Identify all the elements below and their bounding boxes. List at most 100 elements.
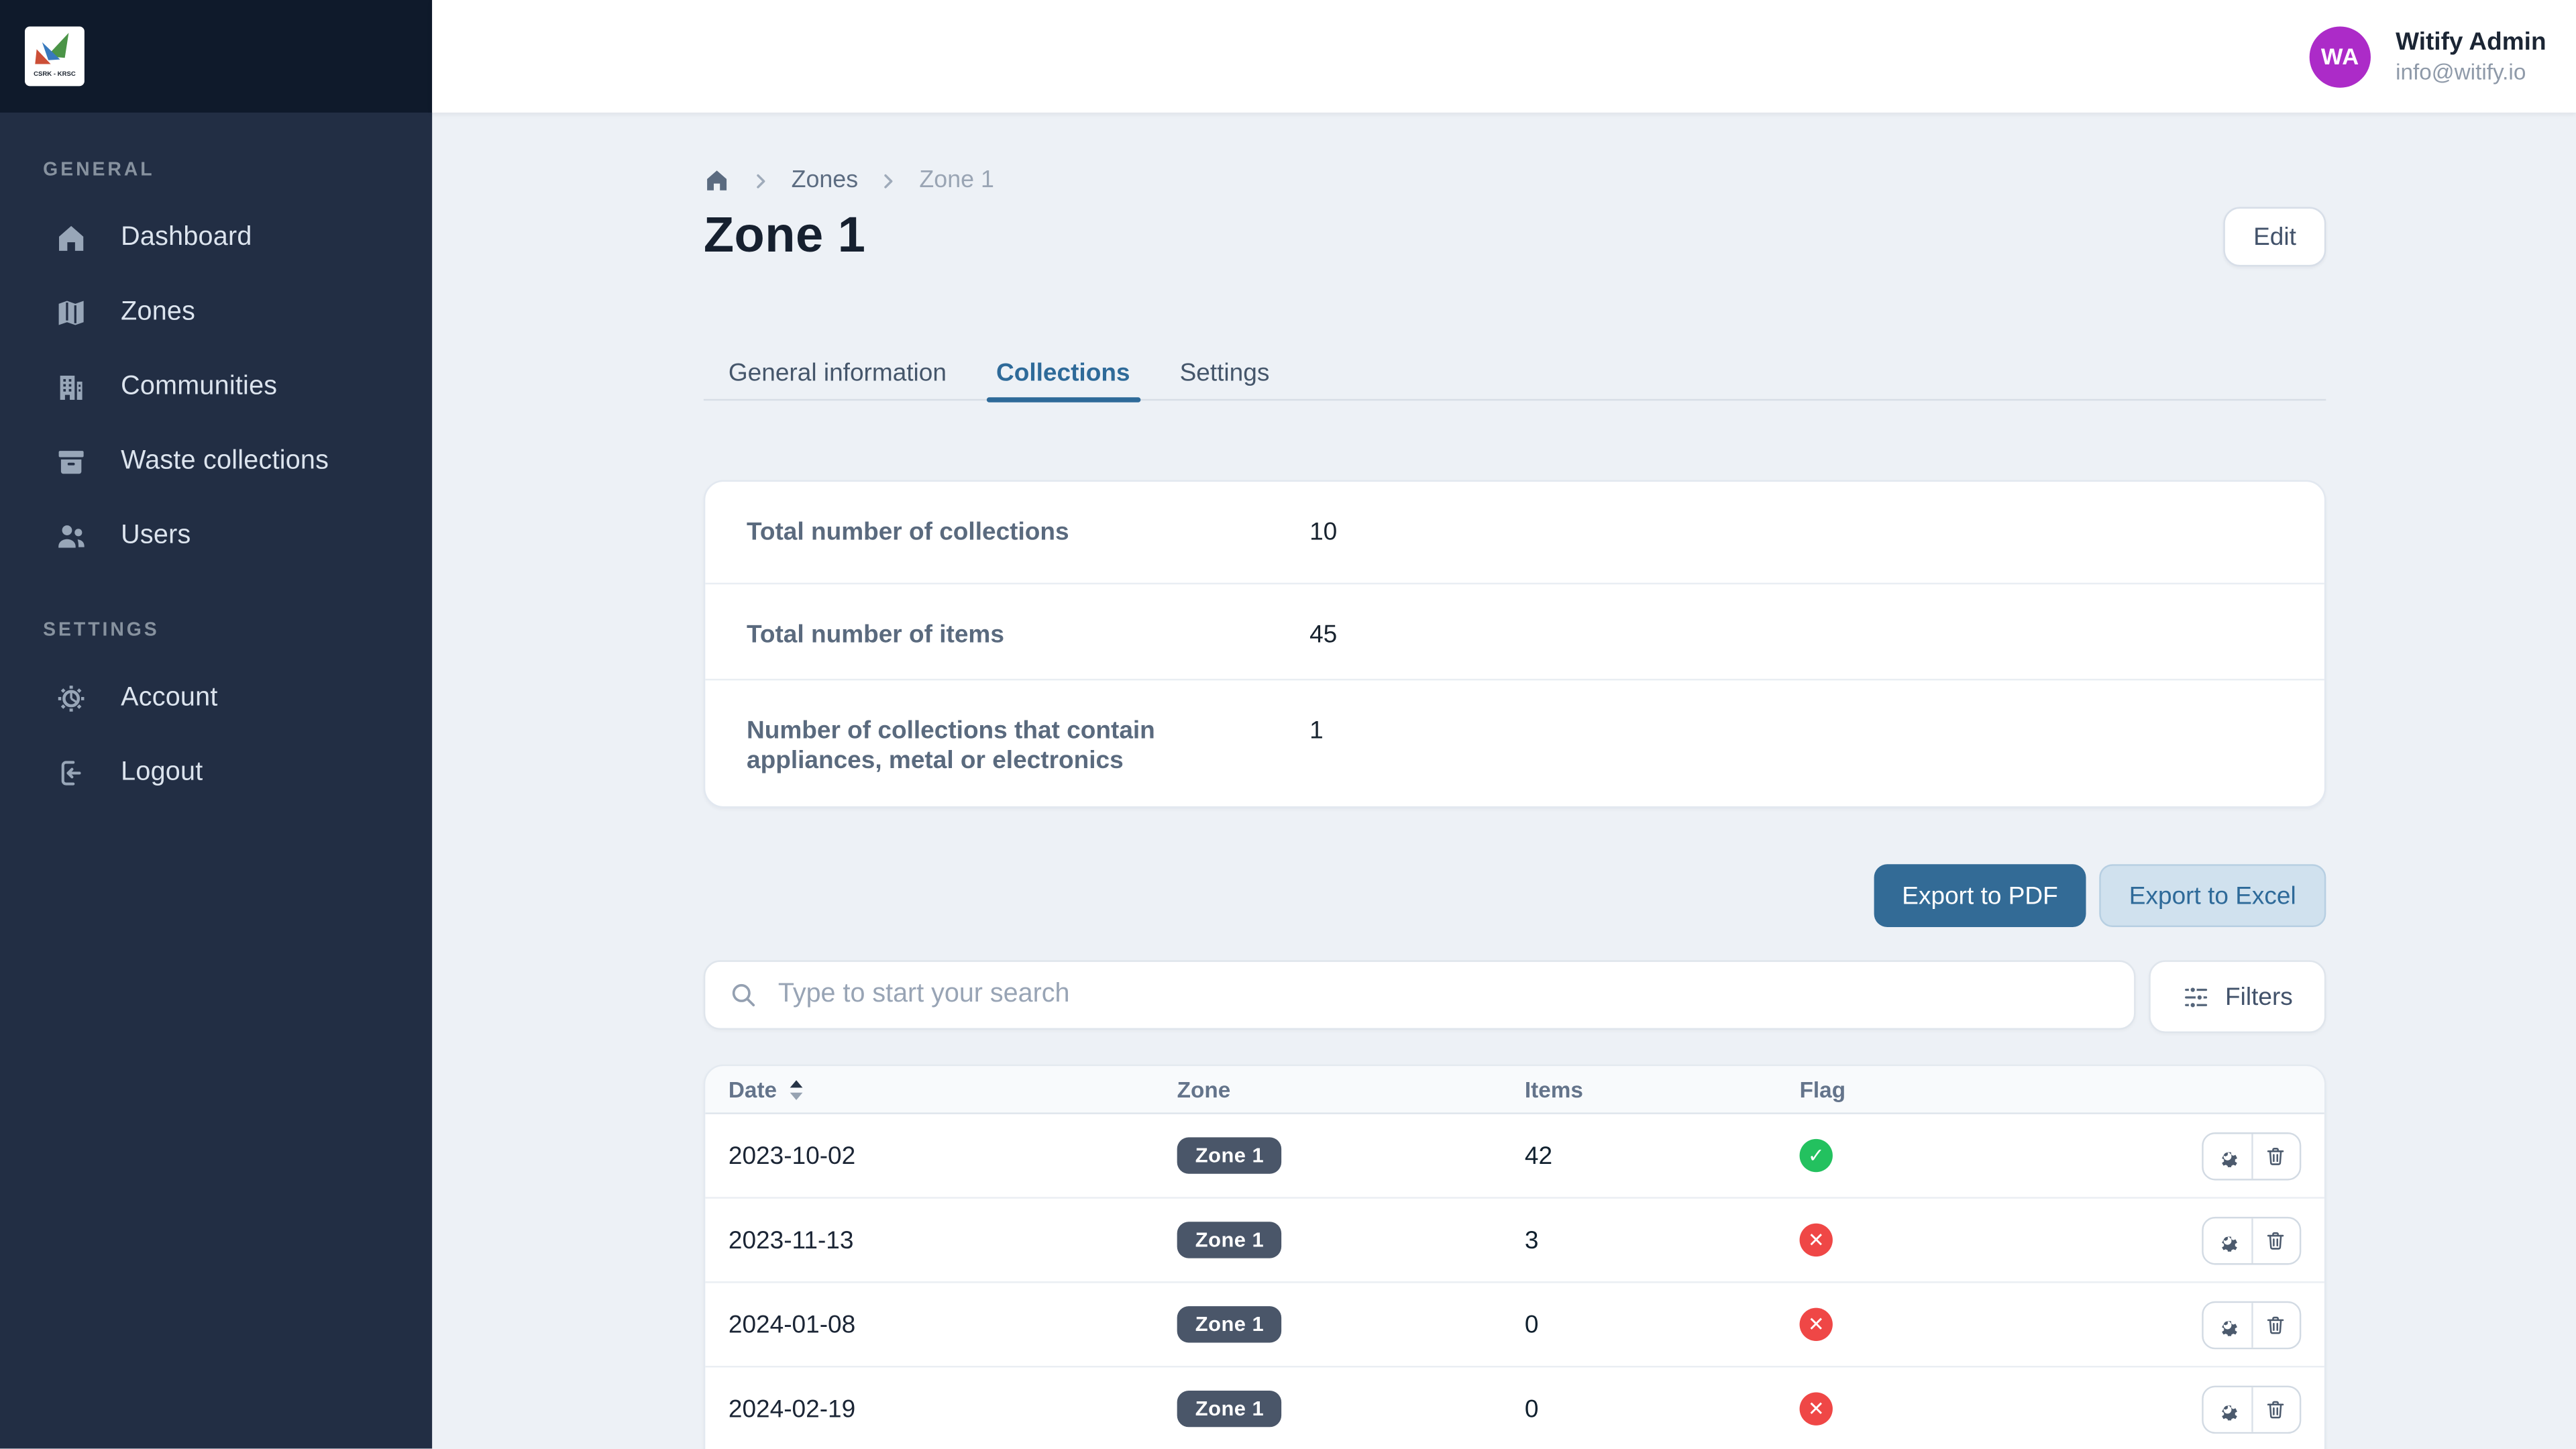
cell-items: 0 bbox=[1524, 1310, 1539, 1339]
users-icon bbox=[54, 519, 87, 552]
cell-items: 3 bbox=[1524, 1226, 1539, 1254]
top-header: WA Witify Admin info@witify.io bbox=[432, 0, 2576, 113]
sidebar-item-label: Dashboard bbox=[121, 222, 252, 251]
zone-badge: Zone 1 bbox=[1177, 1391, 1283, 1428]
gear-icon bbox=[2221, 1404, 2237, 1420]
row-settings-button[interactable] bbox=[2203, 1386, 2253, 1432]
user-email: info@witify.io bbox=[2396, 59, 2526, 85]
row-actions bbox=[2202, 1385, 2302, 1433]
avatar: WA bbox=[2309, 25, 2371, 87]
stat-row: Total number of collections 10 bbox=[705, 482, 2324, 583]
sidebar-nav: GENERAL Dashboard Zones bbox=[0, 113, 432, 810]
sidebar-item-label: Zones bbox=[121, 297, 196, 325]
sliders-icon bbox=[2185, 985, 2208, 1008]
collections-table: Date Zone Items Flag 2023-10-02 Zone 1 4… bbox=[703, 1064, 2326, 1449]
nav-section-settings: SETTINGS bbox=[43, 621, 160, 641]
row-settings-button[interactable] bbox=[2203, 1133, 2253, 1178]
row-actions bbox=[2202, 1216, 2302, 1265]
sidebar-item-users[interactable]: Users bbox=[0, 498, 432, 573]
sidebar-item-waste-collections[interactable]: Waste collections bbox=[0, 424, 432, 498]
table-row: 2023-11-13 Zone 1 3 ✕ bbox=[705, 1199, 2324, 1283]
sidebar-item-dashboard[interactable]: Dashboard bbox=[0, 201, 432, 275]
stat-value: 10 bbox=[1309, 518, 1338, 547]
trash-icon bbox=[2267, 1400, 2284, 1418]
search-icon bbox=[732, 983, 755, 1007]
collection-stats-card: Total number of collections 10 Total num… bbox=[703, 480, 2326, 808]
table-row: 2023-10-02 Zone 1 42 ✓ bbox=[705, 1114, 2324, 1199]
breadcrumb-home-icon[interactable] bbox=[704, 167, 730, 193]
row-delete-button[interactable] bbox=[2252, 1133, 2300, 1178]
sidebar-item-zones[interactable]: Zones bbox=[0, 275, 432, 350]
home-icon bbox=[54, 221, 87, 254]
sidebar-item-account[interactable]: Account bbox=[0, 661, 432, 735]
zone-badge: Zone 1 bbox=[1177, 1137, 1283, 1174]
filters-button[interactable]: Filters bbox=[2149, 960, 2326, 1033]
column-header-date[interactable]: Date bbox=[705, 1077, 1177, 1102]
table-row: 2024-01-08 Zone 1 0 ✕ bbox=[705, 1283, 2324, 1368]
table-header: Date Zone Items Flag bbox=[705, 1066, 2324, 1114]
trash-icon bbox=[2267, 1316, 2284, 1334]
sidebar-item-label: Logout bbox=[121, 757, 203, 786]
page-title: Zone 1 bbox=[703, 208, 866, 264]
row-settings-button[interactable] bbox=[2203, 1301, 2253, 1347]
cell-items: 0 bbox=[1524, 1395, 1539, 1424]
user-name: Witify Admin bbox=[2396, 28, 2546, 56]
sidebar-item-logout[interactable]: Logout bbox=[0, 735, 432, 810]
building-icon bbox=[54, 370, 87, 403]
trash-icon bbox=[2267, 1146, 2284, 1165]
brand-logo[interactable]: CSRK - KRSC bbox=[25, 26, 85, 87]
row-delete-button[interactable] bbox=[2252, 1301, 2300, 1347]
zone-badge: Zone 1 bbox=[1177, 1222, 1283, 1258]
zone-badge: Zone 1 bbox=[1177, 1306, 1283, 1343]
row-delete-button[interactable] bbox=[2252, 1218, 2300, 1263]
row-actions bbox=[2202, 1300, 2302, 1349]
search-box bbox=[703, 960, 2136, 1030]
search-input[interactable] bbox=[774, 978, 2111, 1012]
breadcrumb: Zones Zone 1 bbox=[704, 167, 994, 194]
filters-label: Filters bbox=[2225, 982, 2293, 1011]
stat-row: Number of collections that contain appli… bbox=[705, 678, 2324, 806]
flag-status-icon: ✕ bbox=[1799, 1392, 1833, 1426]
cell-date: 2023-11-13 bbox=[728, 1226, 854, 1254]
flag-status-icon: ✕ bbox=[1799, 1307, 1833, 1341]
row-settings-button[interactable] bbox=[2203, 1218, 2253, 1263]
sort-icon bbox=[790, 1079, 804, 1099]
title-row: Zone 1 Edit bbox=[703, 207, 2326, 267]
archive-icon bbox=[54, 445, 87, 478]
logout-icon bbox=[54, 756, 87, 789]
edit-button[interactable]: Edit bbox=[2223, 207, 2326, 267]
row-delete-button[interactable] bbox=[2252, 1386, 2300, 1432]
stat-label: Total number of collections bbox=[747, 518, 1069, 547]
column-header-items: Items bbox=[1524, 1077, 1583, 1102]
sidebar-item-label: Account bbox=[121, 682, 218, 711]
sidebar-item-label: Users bbox=[121, 521, 191, 549]
cell-date: 2024-01-08 bbox=[728, 1310, 856, 1339]
tab-bar: General information Collections Settings bbox=[703, 347, 2326, 402]
gear-icon bbox=[54, 682, 87, 714]
sidebar: CSRK - KRSC GENERAL Dashboard Zones bbox=[0, 0, 433, 1449]
column-label: Date bbox=[728, 1077, 777, 1102]
sidebar-item-communities[interactable]: Communities bbox=[0, 350, 432, 424]
breadcrumb-zones-link[interactable]: Zones bbox=[791, 167, 859, 194]
export-actions: Export to PDF Export to Excel bbox=[704, 864, 2326, 928]
user-menu[interactable]: WA Witify Admin info@witify.io bbox=[2309, 25, 2576, 87]
export-excel-button[interactable]: Export to Excel bbox=[2099, 864, 2326, 928]
trash-icon bbox=[2267, 1231, 2284, 1249]
column-header-zone: Zone bbox=[1177, 1077, 1231, 1102]
gear-icon bbox=[2221, 1320, 2237, 1336]
cell-items: 42 bbox=[1524, 1141, 1553, 1170]
chevron-right-icon bbox=[750, 170, 771, 191]
sidebar-logo-area: CSRK - KRSC bbox=[0, 0, 433, 113]
tab-collections[interactable]: Collections bbox=[971, 347, 1155, 402]
cell-date: 2024-02-19 bbox=[728, 1395, 856, 1424]
stat-label: Total number of items bbox=[747, 621, 1004, 649]
map-icon bbox=[54, 296, 87, 329]
tab-general-information[interactable]: General information bbox=[728, 359, 947, 388]
cell-date: 2023-10-02 bbox=[728, 1141, 856, 1170]
stat-value: 1 bbox=[1309, 716, 1324, 745]
export-pdf-button[interactable]: Export to PDF bbox=[1874, 864, 2086, 928]
main-content: Zones Zone 1 Zone 1 Edit General informa… bbox=[703, 113, 2326, 1449]
tab-settings[interactable]: Settings bbox=[1179, 359, 1270, 388]
